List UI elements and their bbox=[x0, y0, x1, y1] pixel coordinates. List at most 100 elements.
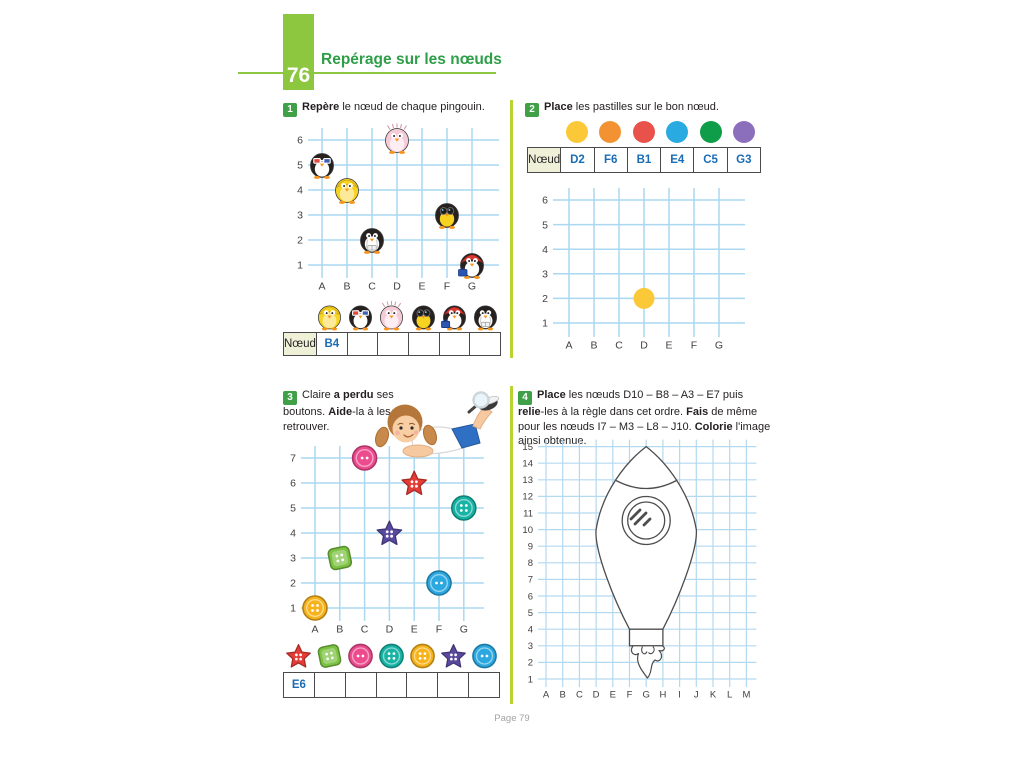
penguin-raincoat-icon bbox=[318, 305, 342, 331]
penguin-binoculars-icon bbox=[435, 203, 459, 229]
button-star-icon bbox=[286, 643, 311, 668]
pastille-slot bbox=[694, 119, 728, 144]
penguin-3dglasses-icon bbox=[349, 305, 373, 331]
grid-col-label: J bbox=[694, 690, 699, 701]
pastille-slot bbox=[627, 119, 661, 144]
grid-row-label: 5 bbox=[542, 219, 548, 231]
answer-cell-filled: B1 bbox=[628, 148, 662, 172]
grid-row-label: 10 bbox=[522, 525, 533, 536]
grid-col-label: H bbox=[659, 690, 666, 701]
grid-col-label: D bbox=[386, 624, 394, 636]
icon-slot bbox=[314, 641, 345, 671]
grid-col-label: E bbox=[411, 624, 418, 636]
grid-col-label: C bbox=[576, 690, 583, 701]
icon-slot bbox=[283, 641, 314, 671]
button-round-icon bbox=[379, 643, 404, 669]
rocket-flame-inner bbox=[641, 646, 655, 655]
ex1-answer-table: Nœud B4 bbox=[283, 332, 501, 356]
grid-col-label: C bbox=[361, 624, 369, 636]
answer-cell-empty bbox=[377, 673, 408, 697]
grid-col-label: G bbox=[715, 340, 723, 352]
answer-cell-empty bbox=[378, 333, 409, 355]
grid-row-label: 11 bbox=[523, 508, 533, 519]
instruction-segment: Repère bbox=[302, 101, 340, 113]
grid-row-label: 7 bbox=[528, 575, 533, 586]
pastille-icon bbox=[733, 121, 756, 143]
grid-lines-and-labels: 1 2 3 4 5 6 A B C D E F G bbox=[542, 188, 745, 352]
ex3-buttons bbox=[302, 445, 477, 621]
grid-labels: 1 2 3 4 5 6 A B C D E F G bbox=[542, 195, 723, 352]
grid-row-label: 3 bbox=[542, 268, 548, 280]
table-header-cell: Nœud bbox=[528, 148, 562, 172]
button-round-icon bbox=[410, 643, 435, 669]
grid-col-label: A bbox=[565, 340, 572, 352]
grid-row-label: 6 bbox=[290, 478, 296, 490]
grid-col-label: E bbox=[610, 690, 616, 701]
instruction-segment: les pastilles sur le bon nœud. bbox=[572, 101, 719, 113]
penguin-3dglasses-icon bbox=[310, 153, 334, 179]
grid-col-label: G bbox=[643, 690, 650, 701]
penguin-redhood-icon bbox=[440, 305, 466, 331]
ex3-button-icon-row bbox=[283, 641, 500, 671]
ex2-node-table: Nœud D2 F6 B1 E4 C5 G3 bbox=[527, 147, 761, 173]
grid-row-label: 5 bbox=[528, 608, 533, 619]
icon-slot bbox=[470, 301, 501, 331]
pastille-placed bbox=[633, 287, 655, 309]
button-square-icon bbox=[327, 545, 353, 571]
rocket-engine bbox=[628, 628, 664, 647]
ex1-penguin-icon-row bbox=[314, 301, 501, 331]
icon-slot bbox=[376, 641, 407, 671]
grid-lines bbox=[553, 188, 745, 337]
ex1-badge: 1 bbox=[283, 103, 297, 117]
answer-cell-empty bbox=[438, 673, 470, 697]
answer-cell-filled: G3 bbox=[736, 154, 752, 166]
page-number: Page 79 bbox=[494, 713, 530, 724]
grid-col-label: F bbox=[436, 624, 442, 636]
grid-row-label: 5 bbox=[297, 160, 303, 172]
rocket-window-inner bbox=[627, 501, 666, 540]
grid-row-label: 6 bbox=[297, 135, 303, 147]
grid-row-label: 1 bbox=[290, 603, 296, 615]
answer-cell-filled: C5 bbox=[694, 148, 728, 172]
answer-cell-empty bbox=[470, 333, 500, 355]
grid-col-label: K bbox=[710, 690, 717, 701]
pastille-icon bbox=[565, 121, 588, 143]
instruction-segment: -la à les retrouver. bbox=[283, 406, 391, 433]
pastille-icon bbox=[599, 121, 622, 143]
ex1-grid: 1 2 3 4 5 6 A B C D E F G bbox=[297, 123, 499, 293]
instruction-segment: Place bbox=[544, 101, 573, 113]
icon-slot bbox=[345, 301, 376, 331]
grid-col-label: C bbox=[368, 281, 376, 293]
grid-row-label: 2 bbox=[290, 578, 296, 590]
pastille-slot bbox=[594, 119, 628, 144]
icon-slot bbox=[439, 301, 470, 331]
grid-row-label: 4 bbox=[528, 625, 533, 636]
ex2-placed-dots bbox=[633, 287, 655, 309]
grid-row-label: 2 bbox=[297, 235, 303, 247]
icon-slot bbox=[376, 301, 407, 331]
lesson-number: 76 bbox=[286, 64, 311, 87]
instruction-segment: relie bbox=[518, 406, 541, 418]
ex1-instruction: 1 Repère le nœud de chaque pingouin. bbox=[283, 100, 509, 117]
button-star-icon bbox=[441, 643, 466, 668]
icon-slot bbox=[345, 641, 376, 671]
penguin-raincoat-icon bbox=[335, 178, 359, 204]
grid-col-label: A bbox=[318, 281, 325, 293]
ex2-grid: 1 2 3 4 5 6 A B C D E F G bbox=[542, 188, 745, 352]
penguin-binoculars-icon bbox=[411, 305, 435, 331]
grid-row-label: 12 bbox=[522, 492, 533, 503]
button-round-icon bbox=[472, 643, 497, 669]
ex3-badge: 3 bbox=[283, 391, 297, 405]
instruction-segment: Colorie bbox=[694, 420, 733, 433]
grid-col-label: E bbox=[418, 281, 425, 293]
grid-row-label: 8 bbox=[528, 558, 533, 569]
icon-slot bbox=[408, 301, 439, 331]
button-square-icon bbox=[317, 644, 342, 668]
instruction-segment: Aide bbox=[328, 406, 353, 418]
answer-cell-empty bbox=[469, 673, 499, 697]
grid-labels: 1 2 3 4 5 6 A B C D E F G bbox=[297, 135, 476, 293]
answer-cell-empty bbox=[409, 333, 440, 355]
